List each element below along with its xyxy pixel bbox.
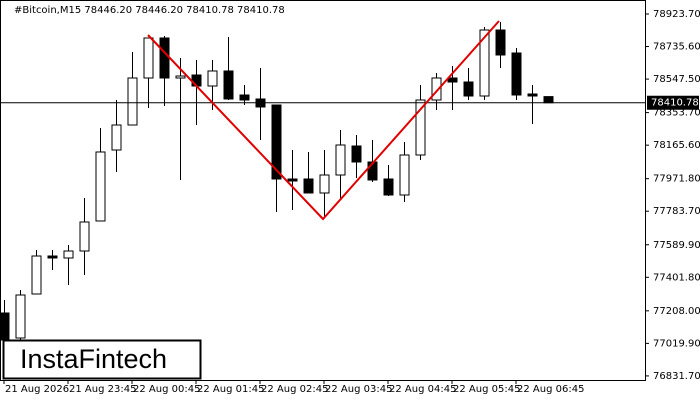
candle-body <box>383 178 394 196</box>
candle-body <box>479 29 490 97</box>
y-tick-label: 77589.90 <box>653 240 700 251</box>
candle-body <box>431 77 442 101</box>
candle-body <box>111 124 122 151</box>
candle-body <box>335 144 346 176</box>
candle-body <box>191 74 202 87</box>
y-tick-label: 77783.70 <box>653 206 700 217</box>
candle-body <box>271 104 282 180</box>
candle-body <box>0 312 10 341</box>
y-tick-label: 77971.80 <box>653 174 700 185</box>
candle-body <box>463 81 474 97</box>
y-tick-label: 78735.60 <box>653 42 700 53</box>
y-tick-label: 77019.90 <box>653 338 700 349</box>
candle-body <box>527 93 538 97</box>
y-tick-label: 78547.50 <box>653 74 700 85</box>
candle-body <box>351 145 362 163</box>
x-tick-label: 22 Aug 02:45 <box>261 384 328 395</box>
y-tick-label: 77208.00 <box>653 306 700 317</box>
candle-body <box>223 70 234 100</box>
y-tick-label: 76831.70 <box>653 371 700 382</box>
logo: InstaFintech <box>20 344 167 374</box>
candle-body <box>399 154 410 196</box>
candle-body <box>447 77 458 83</box>
candle-body <box>159 37 170 79</box>
candle-body <box>543 96 554 104</box>
candle-body <box>303 178 314 194</box>
candle-body <box>287 178 298 182</box>
candle-body <box>319 174 330 194</box>
y-tick-label: 78353.70 <box>653 108 700 119</box>
candle-body <box>79 221 90 252</box>
candle-body <box>63 250 74 259</box>
x-tick-label: 21 Aug 23:45 <box>69 384 136 395</box>
candle-body <box>207 70 218 87</box>
x-tick-label: 21 Aug 2026 <box>5 384 69 395</box>
current-price-label: 78410.78 <box>651 98 699 109</box>
candle-body <box>415 99 426 156</box>
chart-title: #Bitcoin,M15 78446.20 78446.20 78410.78 … <box>14 5 285 16</box>
x-tick-label: 22 Aug 01:45 <box>197 384 264 395</box>
candle-body <box>495 29 506 56</box>
candle-body <box>31 255 42 295</box>
candle-body <box>95 151 106 222</box>
candle-body <box>239 94 250 101</box>
x-tick-label: 22 Aug 06:45 <box>517 384 584 395</box>
candle-body <box>127 77 138 126</box>
pattern-line <box>147 20 500 221</box>
candle-body <box>47 255 58 259</box>
x-tick-label: 22 Aug 03:45 <box>325 384 392 395</box>
y-tick-label: 78923.70 <box>653 9 700 20</box>
candle-body <box>511 52 522 96</box>
candle-body <box>175 75 186 79</box>
candle-body <box>15 294 26 339</box>
current-price-box <box>647 95 699 110</box>
x-tick-label: 22 Aug 05:45 <box>453 384 520 395</box>
x-tick-label: 22 Aug 04:45 <box>389 384 456 395</box>
logo-box <box>2 339 202 380</box>
candle-body <box>143 37 154 79</box>
y-tick-label: 77401.80 <box>653 272 700 283</box>
y-tick-label: 78165.60 <box>653 140 700 151</box>
x-tick-label: 22 Aug 00:45 <box>133 384 200 395</box>
